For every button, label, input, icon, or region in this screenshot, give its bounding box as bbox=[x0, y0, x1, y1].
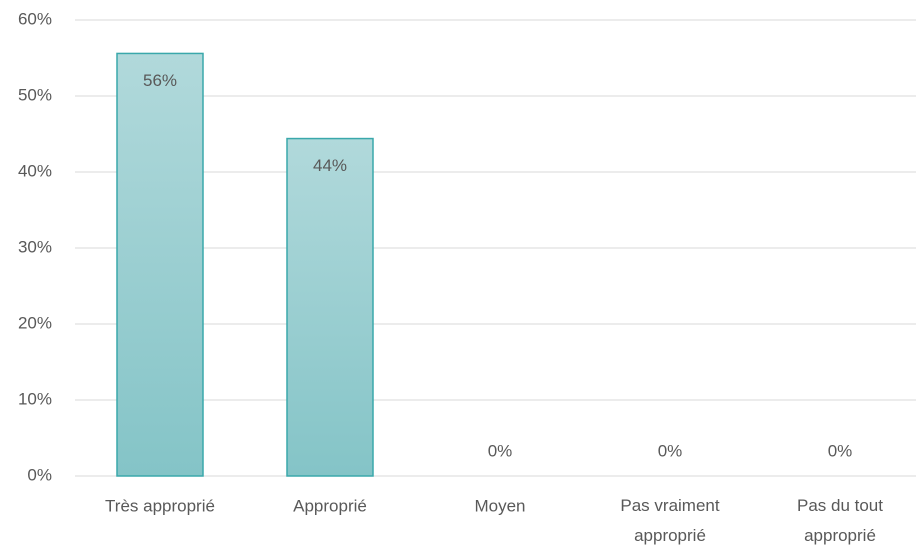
bar bbox=[116, 52, 204, 477]
value-label: 44% bbox=[313, 156, 347, 175]
x-tick-label: Pas du tout approprié bbox=[797, 496, 883, 545]
y-tick-label: 50% bbox=[18, 85, 52, 104]
y-tick-label: 40% bbox=[18, 161, 52, 180]
y-tick-label: 0% bbox=[27, 465, 52, 484]
value-label: 0% bbox=[828, 441, 853, 460]
value-label: 0% bbox=[488, 441, 513, 460]
value-label: 56% bbox=[143, 71, 177, 90]
x-tick-label: Pas vraiment approprié bbox=[620, 496, 719, 545]
y-tick-label: 30% bbox=[18, 237, 52, 256]
x-tick-label: Moyen bbox=[474, 496, 525, 515]
value-label: 0% bbox=[658, 441, 683, 460]
x-tick-label: Très approprié bbox=[105, 496, 215, 515]
bar bbox=[286, 137, 374, 477]
y-tick-label: 20% bbox=[18, 313, 52, 332]
y-tick-label: 10% bbox=[18, 389, 52, 408]
y-tick-label: 60% bbox=[18, 9, 52, 28]
x-tick-label: Approprié bbox=[293, 496, 367, 515]
